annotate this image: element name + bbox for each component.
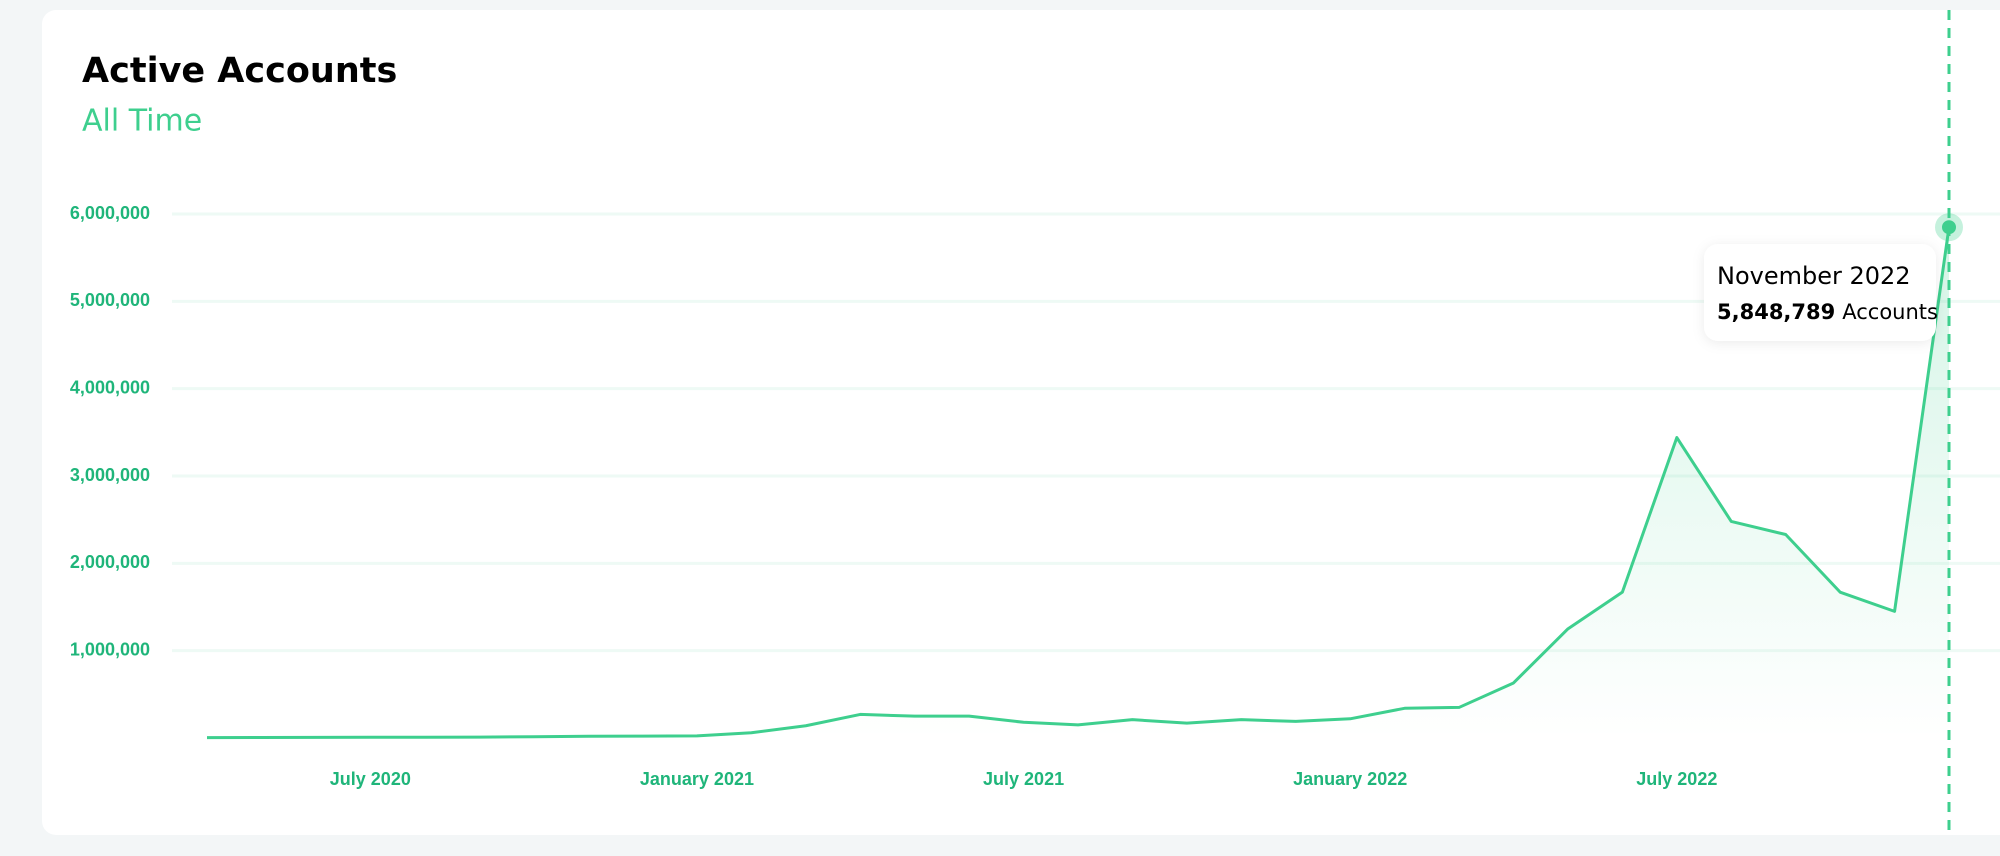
tooltip: November 2022 5,848,789 Accounts [1704,244,1938,341]
x-tick-label: July 2021 [983,769,1064,789]
card [42,10,2000,835]
y-tick-label: 3,000,000 [70,465,150,485]
tooltip-box [1704,244,1936,341]
y-tick-label: 4,000,000 [70,377,150,397]
y-tick-label: 1,000,000 [70,639,150,659]
tooltip-number: 5,848,789 [1717,300,1835,324]
x-tick-label: January 2021 [640,769,754,789]
hover-point [1942,220,1956,235]
plot: 1,000,000 2,000,000 3,000,000 4,000,000 5,00… [70,10,2000,835]
line [206,226,1951,740]
y-tick-label: 6,000,000 [70,203,150,223]
x-tick-label: January 2022 [1293,769,1407,789]
y-tick-label: 5,000,000 [70,290,150,310]
tooltip-value: 5,848,789 Accounts [1717,300,1938,324]
tooltip-unit: Accounts [1842,300,1938,324]
chart-title: Active Accounts [82,51,397,91]
x-tick-label: July 2020 [330,769,411,789]
area [207,227,1949,739]
x-tick-label: July 2022 [1636,769,1717,789]
y-tick-label: 2,000,000 [70,552,150,572]
chart-subtitle: All Time [82,104,202,139]
tooltip-title: November 2022 [1717,262,1911,290]
